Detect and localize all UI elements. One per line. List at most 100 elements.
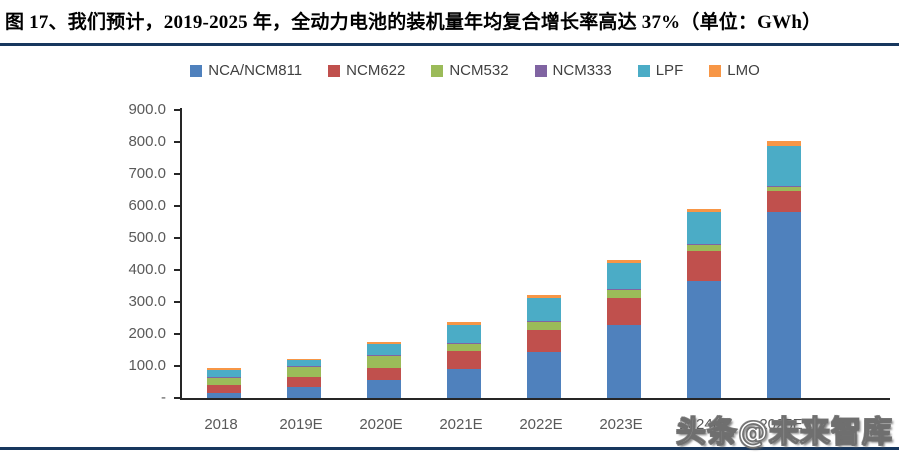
- x-axis-tick-label: 2022E: [519, 416, 563, 433]
- bar-segment-2023e-ncm532: [607, 289, 641, 298]
- bar-segment-2020e-ncm532: [367, 355, 401, 368]
- y-axis-tick-label: 600.0: [128, 197, 166, 214]
- y-axis-tick-mark: [174, 333, 181, 335]
- bar-segment-2024e-lpf: [687, 212, 721, 245]
- legend-label: NCA/NCM811: [208, 62, 303, 79]
- bar-segment-2025e-nca-ncm811: [767, 212, 801, 398]
- y-axis-tick-mark: [174, 365, 181, 367]
- bar-segment-2023e-ncm333: [607, 288, 641, 290]
- y-axis-tick-label: 500.0: [128, 229, 166, 246]
- bar-segment-2021e-nca-ncm811: [447, 368, 481, 398]
- bar-segment-2020e-nca-ncm811: [367, 380, 401, 398]
- bar-segment-2025e-lpf: [767, 145, 801, 186]
- bar-segment-2022e-lpf: [527, 298, 561, 321]
- chart-legend: NCA/NCM811 NCM622 NCM532 NCM333 LPF LMO: [100, 62, 850, 79]
- bar-segment-2019e-lmo: [287, 358, 321, 360]
- x-axis-tick-label: 2025E: [759, 416, 803, 433]
- bar-segment-2023e-nca-ncm811: [607, 324, 641, 398]
- legend-swatch-icon: [431, 64, 444, 77]
- y-axis-tick-label: 100.0: [128, 357, 166, 374]
- bar-segment-2018-nca-ncm811: [207, 392, 241, 398]
- bar-segment-2019e-ncm532: [287, 366, 321, 377]
- legend-label: NCM333: [552, 62, 612, 79]
- bar-segment-2023e-lpf: [607, 262, 641, 289]
- bar-segment-2025e-ncm333: [767, 185, 801, 187]
- bar-segment-2025e-lmo: [767, 140, 801, 146]
- legend-label: NCM622: [346, 62, 406, 79]
- bar-segment-2020e-lmo: [367, 341, 401, 344]
- legend-item-lpf: LPF: [637, 62, 684, 79]
- y-axis-tick-label: 300.0: [128, 293, 166, 310]
- x-axis-tick-label: 2024E: [679, 416, 723, 433]
- bar-segment-2018-lpf: [207, 369, 241, 377]
- bar-segment-2022e-ncm622: [527, 330, 561, 352]
- bar-segment-2020e-ncm333: [367, 354, 401, 356]
- y-axis-tick-label: 900.0: [128, 101, 166, 118]
- legend-swatch-icon: [637, 64, 650, 77]
- bar-segment-2025e-ncm532: [767, 186, 801, 192]
- y-axis-tick-mark: [174, 397, 181, 399]
- bar-segment-2024e-nca-ncm811: [687, 281, 721, 398]
- bar-segment-2021e-lmo: [447, 321, 481, 326]
- bar-segment-2024e-ncm532: [687, 245, 721, 251]
- y-axis-line: [180, 108, 182, 400]
- legend-item-lmo: LMO: [709, 62, 760, 79]
- y-axis-tick-mark: [174, 269, 181, 271]
- bar-segment-2022e-ncm532: [527, 321, 561, 331]
- y-axis-tick-label: 700.0: [128, 165, 166, 182]
- bar-segment-2024e-ncm622: [687, 250, 721, 282]
- bar-segment-2018-lmo: [207, 367, 241, 370]
- bar-segment-2023e-lmo: [607, 259, 641, 263]
- chart-title: 图 17、我们预计，2019-2025 年，全动力电池的装机量年均复合增长率高达…: [5, 12, 822, 33]
- bar-segment-2021e-ncm532: [447, 343, 481, 352]
- y-axis-tick-mark: [174, 141, 181, 143]
- y-axis-tick-label: 800.0: [128, 133, 166, 150]
- legend-item-ncm532: NCM532: [431, 62, 509, 79]
- bar-segment-2019e-ncm622: [287, 376, 321, 388]
- bar-segment-2023e-ncm622: [607, 297, 641, 325]
- x-axis-tick-label: 2023E: [599, 416, 643, 433]
- y-axis-tick-mark: [174, 173, 181, 175]
- x-axis-tick-label: 2021E: [439, 416, 483, 433]
- bar-segment-2019e-nca-ncm811: [287, 387, 321, 398]
- x-axis-tick-label: 2020E: [359, 416, 403, 433]
- legend-item-ncm622: NCM622: [328, 62, 405, 79]
- legend-label: LPF: [655, 62, 684, 79]
- x-axis-tick-label: 2019E: [279, 416, 323, 433]
- legend-swatch-icon: [709, 64, 722, 77]
- bar-segment-2018-ncm333: [207, 376, 241, 378]
- bar-segment-2020e-ncm622: [367, 367, 401, 381]
- bar-segment-2024e-lmo: [687, 208, 721, 213]
- y-axis-tick-mark: [174, 301, 181, 303]
- bar-segment-2022e-ncm333: [527, 320, 561, 322]
- legend-label: LMO: [727, 62, 760, 79]
- y-axis-tick-mark: [174, 205, 181, 207]
- bar-segment-2018-ncm622: [207, 384, 241, 393]
- watermark-text: 头条@未来智库: [675, 414, 893, 450]
- bar-segment-2021e-ncm333: [447, 343, 481, 344]
- bar-segment-2024e-ncm333: [687, 244, 721, 246]
- bar-segment-2021e-ncm622: [447, 351, 481, 369]
- bar-segment-2025e-ncm622: [767, 191, 801, 213]
- legend-label: NCM532: [449, 62, 509, 79]
- bar-segment-2018-ncm532: [207, 377, 241, 385]
- x-axis-tick-label: 2018: [204, 416, 238, 433]
- legend-item-nca-ncm811: NCA/NCM811: [190, 62, 302, 79]
- y-axis-tick-mark: [174, 109, 181, 111]
- bar-segment-2019e-ncm333: [287, 366, 321, 367]
- bar-segment-2021e-lpf: [447, 325, 481, 344]
- x-axis-line: [180, 398, 890, 400]
- y-axis-tick-label: -: [161, 389, 166, 406]
- bar-segment-2022e-nca-ncm811: [527, 351, 561, 398]
- bottom-border-rule: [0, 447, 899, 450]
- y-axis-tick-label: 400.0: [128, 261, 166, 278]
- title-divider-rule: [0, 43, 899, 46]
- legend-swatch-icon: [190, 64, 203, 77]
- bar-segment-2020e-lpf: [367, 343, 401, 355]
- bar-segment-2022e-lmo: [527, 294, 561, 299]
- y-axis-tick-label: 200.0: [128, 325, 166, 342]
- bar-segment-2019e-lpf: [287, 359, 321, 366]
- legend-item-ncm333: NCM333: [534, 62, 612, 79]
- legend-swatch-icon: [328, 64, 341, 77]
- legend-swatch-icon: [534, 64, 547, 77]
